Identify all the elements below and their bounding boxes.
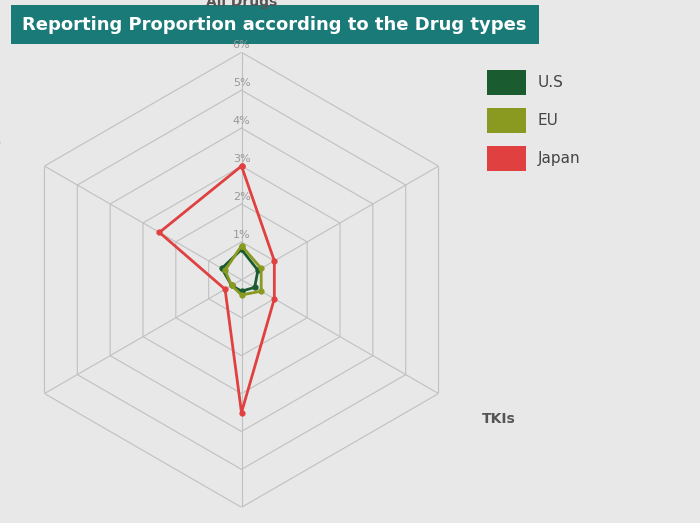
Text: ADCs: ADCs (0, 412, 1, 426)
Bar (487, 108, 526, 133)
Text: 4%: 4% (232, 116, 251, 126)
Text: 6%: 6% (232, 40, 251, 50)
Text: 5%: 5% (232, 78, 251, 88)
Text: EU: EU (538, 113, 559, 128)
Text: 2%: 2% (232, 192, 251, 202)
Bar (487, 146, 526, 172)
Text: All Drugs: All Drugs (206, 0, 277, 9)
Text: 3%: 3% (232, 154, 251, 164)
Text: Cytotoxics: Cytotoxics (0, 134, 1, 148)
Text: Non-anticancer
drugs: Non-anticancer drugs (482, 126, 601, 156)
Text: TKIs: TKIs (482, 412, 516, 426)
Bar (487, 70, 526, 96)
Text: Japan: Japan (538, 151, 580, 166)
Text: Reporting Proportion according to the Drug types: Reporting Proportion according to the Dr… (22, 16, 527, 34)
Text: 1%: 1% (232, 230, 251, 240)
Text: U.S: U.S (538, 75, 564, 90)
